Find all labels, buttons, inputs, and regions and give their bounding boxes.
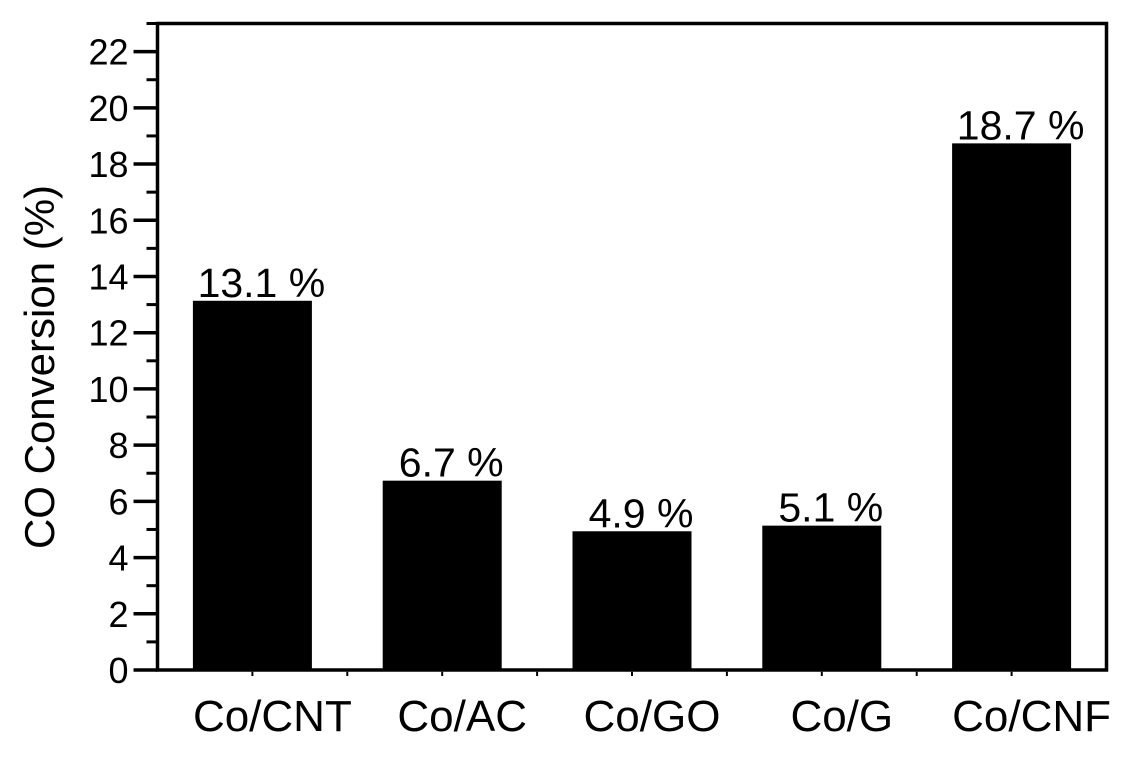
bar xyxy=(572,531,692,671)
x-category-label: Co/CNF xyxy=(952,692,1111,741)
bar-value-label: 6.7 % xyxy=(399,440,504,486)
plot-frame xyxy=(155,21,1109,672)
bar-value-label: 4.9 % xyxy=(589,490,694,536)
bar xyxy=(192,300,312,671)
y-tick-label: 18 xyxy=(88,144,128,185)
y-tick-label: 0 xyxy=(108,650,128,691)
bar-value-label: 13.1 % xyxy=(198,260,326,306)
bar xyxy=(762,525,882,671)
bar xyxy=(952,143,1072,672)
y-tick-label: 4 xyxy=(108,538,128,579)
y-axis-title: CO Conversion (%) xyxy=(16,184,63,550)
y-tick-label: 12 xyxy=(88,313,128,354)
bar-value-label: 18.7 % xyxy=(957,102,1085,148)
bar xyxy=(382,480,502,672)
y-tick-label: 22 xyxy=(88,32,128,73)
x-category-label: Co/AC xyxy=(397,692,527,741)
y-tick-label: 6 xyxy=(108,481,128,522)
y-tick-label: 8 xyxy=(108,425,128,466)
bar-value-label: 5.1 % xyxy=(778,485,883,531)
x-category-label: Co/CNT xyxy=(193,692,352,741)
y-tick-label: 10 xyxy=(88,369,128,410)
y-tick-label: 2 xyxy=(108,594,128,635)
x-category-label: Co/G xyxy=(790,692,893,741)
y-tick-label: 16 xyxy=(88,200,128,241)
x-category-label: Co/GO xyxy=(584,692,721,741)
y-tick-label: 20 xyxy=(88,88,128,129)
y-tick-label: 14 xyxy=(88,256,128,297)
